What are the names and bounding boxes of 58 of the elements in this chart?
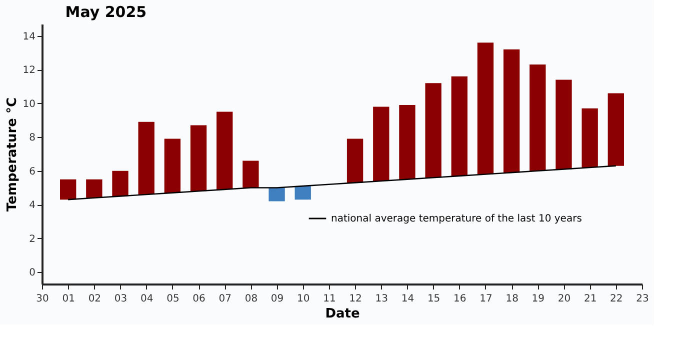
bar <box>477 42 494 174</box>
x-tick-label: 03 <box>114 294 128 304</box>
bar <box>86 179 102 198</box>
bar <box>608 93 624 166</box>
y-tick-label: 2 <box>29 234 36 245</box>
y-tick-label: 14 <box>22 31 36 42</box>
legend-label: national average temperature of the last 10 years <box>331 214 582 224</box>
y-tick-label: 4 <box>29 200 36 212</box>
x-tick-label: 01 <box>62 294 75 304</box>
bar <box>373 106 390 182</box>
bar <box>451 76 468 176</box>
x-tick-label: 09 <box>270 294 284 304</box>
x-tick-label: 22 <box>610 294 623 304</box>
bar <box>530 64 546 171</box>
bar <box>425 83 442 178</box>
y-tick-label: 8 <box>29 132 36 144</box>
y-tick-label: 0 <box>29 268 36 279</box>
bar <box>399 105 416 180</box>
bar <box>60 179 76 200</box>
x-tick-label: 23 <box>636 294 649 304</box>
x-tick-label: 13 <box>375 294 388 304</box>
x-tick-label: 12 <box>349 294 362 304</box>
bar <box>346 138 364 183</box>
bar <box>556 80 572 170</box>
line-series <box>67 165 617 200</box>
x-tick-label: 14 <box>401 294 414 304</box>
bar <box>268 188 285 202</box>
x-tick-label: 21 <box>584 294 597 304</box>
bar <box>294 186 311 200</box>
y-tick-label: 12 <box>22 65 36 76</box>
x-axis-title: Date <box>325 306 360 322</box>
bar <box>164 138 181 193</box>
y-tick-label: 6 <box>29 166 36 178</box>
bar <box>190 125 207 192</box>
chart-title: May 2025 <box>65 3 147 21</box>
x-tick-label: 15 <box>427 294 440 304</box>
x-tick-label: 07 <box>218 294 232 304</box>
x-tick-label: 02 <box>88 294 102 304</box>
x-tick-label: 08 <box>244 294 258 304</box>
bar <box>242 160 259 188</box>
bar <box>503 49 520 173</box>
bar <box>112 170 128 196</box>
x-tick-label: 17 <box>480 294 492 304</box>
x-tick-label: 04 <box>140 294 154 304</box>
x-tick-label: 11 <box>323 294 336 304</box>
x-tick-label: 16 <box>454 294 466 304</box>
x-tick-label: 20 <box>558 294 571 304</box>
bar <box>216 112 233 190</box>
bar <box>138 122 154 195</box>
y-axis-title: Temperature °C <box>4 97 20 212</box>
x-tick-label: 19 <box>532 294 545 304</box>
bar <box>582 108 598 168</box>
x-tick-label: 06 <box>192 294 206 304</box>
x-tick-label: 10 <box>297 294 310 304</box>
x-tick-label: 05 <box>166 294 180 304</box>
x-tick-label: 18 <box>506 294 518 304</box>
y-tick-label: 10 <box>22 98 36 110</box>
x-tick-label: 30 <box>36 294 49 304</box>
